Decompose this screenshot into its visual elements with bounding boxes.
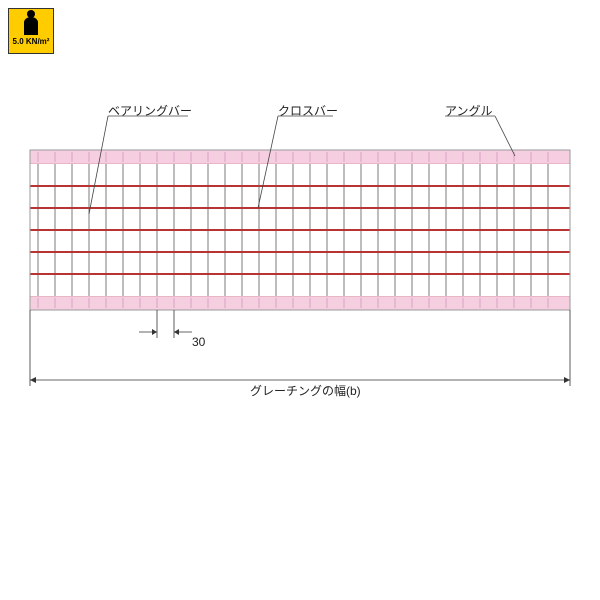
spacing-label: 30 <box>192 335 205 349</box>
person-icon <box>24 17 38 35</box>
angle-label: アングル <box>445 102 493 119</box>
bearing-bar-label: ベアリングバー <box>108 102 192 119</box>
width-label: グレーチングの幅(b) <box>250 382 361 399</box>
load-rating-badge: 5.0 KN/m² <box>8 8 54 54</box>
cross-bar-label: クロスバー <box>278 102 338 119</box>
grating-diagram: ベアリングバー クロスバー アングル 30 グレーチングの幅(b) <box>0 80 600 460</box>
load-value: 5.0 KN/m² <box>13 37 50 46</box>
